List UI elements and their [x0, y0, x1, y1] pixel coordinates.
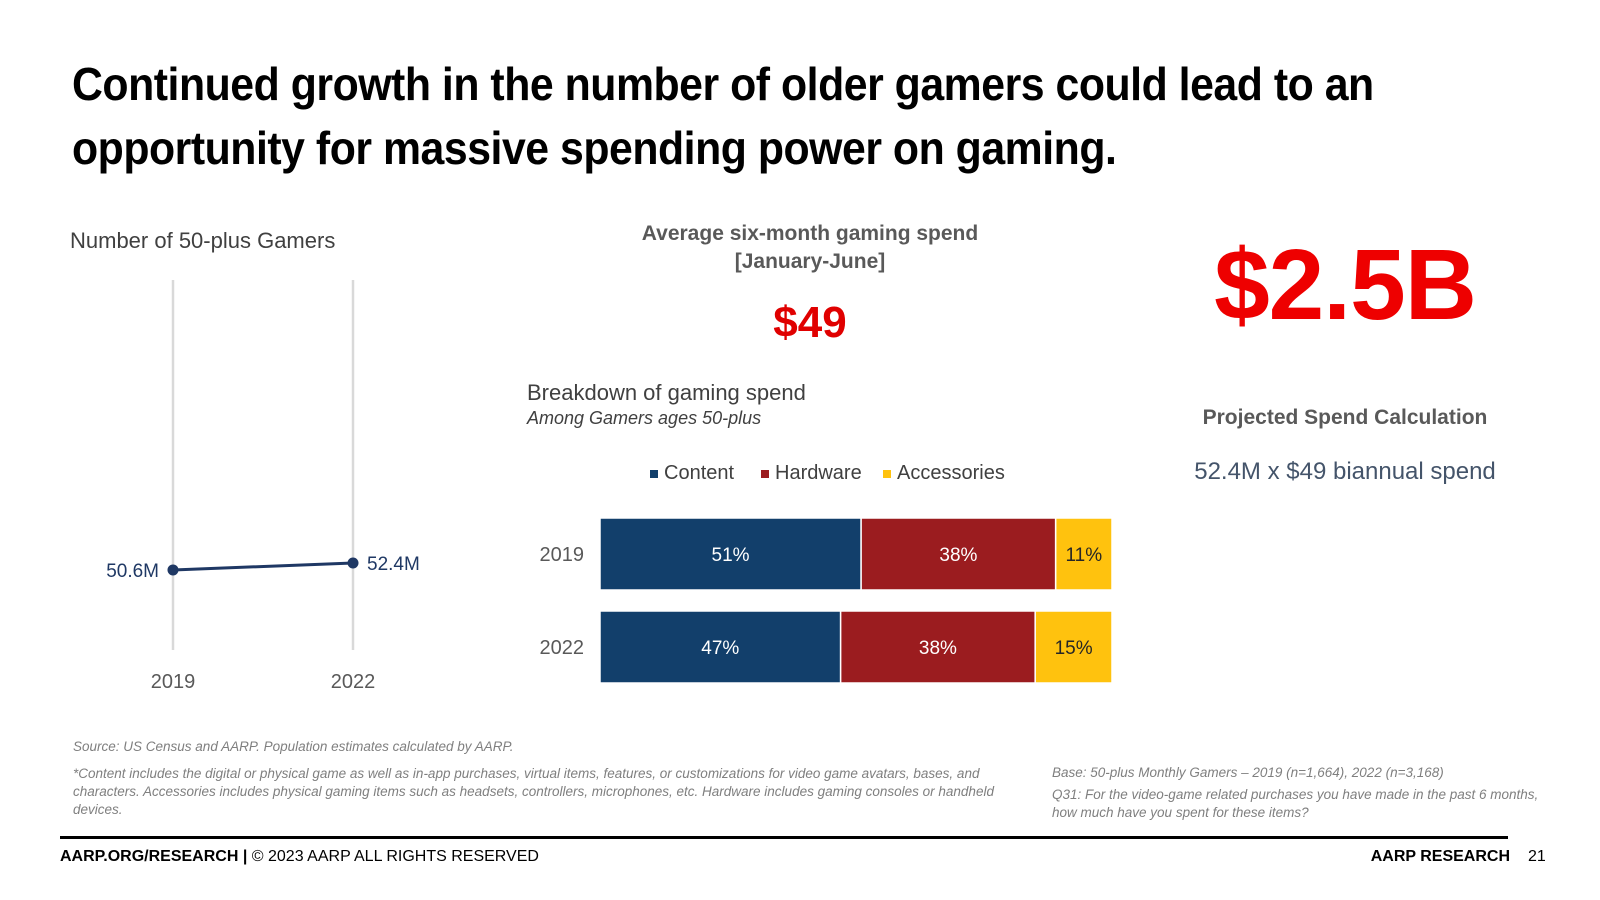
x-tick-label: 2019 [151, 671, 196, 693]
avg-spend-value: $49 [773, 298, 847, 347]
avg-spend-title-line1: Average six-month gaming spend [641, 222, 979, 245]
bar-data-label: 11% [1066, 545, 1103, 566]
bar-segment [1054, 517, 1113, 591]
avg-spend-title: Average six-month gaming spend [January-… [560, 220, 1060, 276]
footer-copyright: AARP.ORG/RESEARCH | © 2023 AARP ALL RIGH… [60, 848, 539, 866]
legend-label: Hardware [775, 462, 862, 484]
projected-spend-value: $2.5B [1214, 229, 1477, 341]
bar-data-label: 51% [712, 545, 750, 566]
data-point [347, 557, 359, 569]
page-number: 21 [1528, 848, 1546, 865]
legend-swatch [650, 470, 658, 478]
source-note: Source: US Census and AARP. Population e… [73, 739, 514, 754]
legend-label: Accessories [897, 462, 1005, 484]
content-footnote: *Content includes the digital or physica… [73, 766, 994, 817]
series-line [172, 561, 354, 572]
y-tick-label: 2019 [540, 544, 585, 566]
breakdown-title: Breakdown of gaming spend [527, 380, 806, 405]
footer-divider [60, 836, 1508, 839]
line-chart-title: Number of 50-plus Gamers [70, 228, 336, 253]
legend-swatch [761, 470, 769, 478]
bar-data-label: 38% [939, 545, 977, 566]
bar-data-label: 47% [701, 638, 739, 659]
footer-brand: AARP RESEARCH [1370, 848, 1510, 865]
bar-segment [1034, 610, 1113, 684]
footer-rights: © 2023 AARP ALL RIGHTS RESERVED [247, 848, 539, 865]
question-note: Q31: For the video-game related purchase… [1052, 787, 1539, 820]
bar-segment [599, 610, 842, 684]
gamers-line-chart: 2019 2022 50.6M 52.4M [106, 280, 420, 693]
breakdown-subtitle: Among Gamers ages 50-plus [527, 408, 762, 428]
legend-swatch [883, 470, 891, 478]
legend-label: Content [664, 462, 734, 484]
page-title: Continued growth in the number of older … [72, 58, 1374, 174]
bar-segment [599, 517, 862, 591]
bar-data-label: 15% [1055, 638, 1093, 659]
bar-segment [860, 517, 1057, 591]
x-tick-label: 2022 [331, 671, 376, 693]
data-point [167, 564, 179, 576]
base-note: Base: 50-plus Monthly Gamers – 2019 (n=1… [1052, 765, 1444, 780]
y-tick-label: 2022 [540, 637, 585, 659]
data-label: 50.6M [106, 561, 159, 582]
projected-spend-formula: 52.4M x $49 biannual spend [1194, 458, 1496, 485]
bar-data-label: 38% [919, 638, 957, 659]
footer-site-link[interactable]: AARP.ORG/RESEARCH | [60, 848, 248, 865]
spend-breakdown-bar-chart: Content Hardware Accessories 2019 51% 38% 11% 2… [540, 462, 1113, 684]
data-label: 52.4M [367, 554, 420, 575]
avg-spend-title-line2: [January-June] [734, 250, 886, 273]
projected-spend-label: Projected Spend Calculation [1202, 406, 1488, 429]
